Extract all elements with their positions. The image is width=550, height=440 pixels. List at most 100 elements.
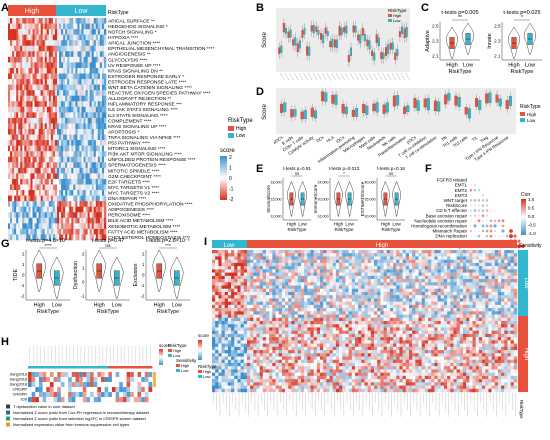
i-heat-cell xyxy=(510,282,515,286)
i-heat-cell xyxy=(272,288,276,293)
a-heat-cell xyxy=(71,79,74,85)
i-heat-cell xyxy=(259,279,264,283)
h-heat-cell xyxy=(64,376,69,383)
a-heat-cell xyxy=(103,173,107,180)
i-heat-cell xyxy=(348,275,353,280)
i-heat-cell xyxy=(246,275,251,280)
i-heat-cell xyxy=(326,262,330,267)
h-heat-cell xyxy=(115,371,120,378)
i-heat-cell xyxy=(275,262,279,267)
i-heat-cell xyxy=(437,295,441,299)
a-heat-cell xyxy=(54,140,58,146)
a-heat-cell xyxy=(34,79,37,85)
b-legend-high-swatch xyxy=(388,14,392,17)
a-heat-cell xyxy=(97,162,101,169)
a-heat-cell xyxy=(79,129,82,135)
i-heat-cell xyxy=(440,269,445,273)
a-heat-cell xyxy=(97,73,101,80)
a-heat-cell xyxy=(20,123,23,130)
a-heat-cell xyxy=(14,51,17,58)
i-heat-cell xyxy=(504,301,508,306)
i-heat-cell xyxy=(418,272,422,277)
a-heat-cell xyxy=(38,223,41,230)
i-heat-cell xyxy=(259,259,264,264)
i-heat-cell xyxy=(418,275,422,280)
i-heat-cell xyxy=(437,291,441,296)
i-heat-cell xyxy=(482,295,486,299)
a-heat-cell xyxy=(32,151,35,158)
i-heat-cell xyxy=(345,272,349,277)
a-heat-cell xyxy=(87,234,90,241)
a-heat-cell xyxy=(48,212,52,219)
i-heat-cell xyxy=(240,308,245,312)
a-heat-cell xyxy=(50,90,54,96)
i-heat-cell xyxy=(348,308,353,312)
i-heat-cell xyxy=(415,269,419,273)
h-heat-cell xyxy=(148,386,153,393)
a-heat-cell xyxy=(99,167,103,174)
i-heat-cell xyxy=(424,269,429,273)
a-heat-cell xyxy=(32,156,35,163)
i-heat-cell xyxy=(462,304,467,309)
a-heat-cell xyxy=(26,145,29,152)
i-heat-cell xyxy=(370,285,375,289)
a-heat-cell xyxy=(48,228,52,235)
i-heat-cell xyxy=(469,295,473,299)
a-heat-cell xyxy=(77,206,80,213)
h-heat-cell xyxy=(38,396,43,403)
i-heat-cell xyxy=(342,279,346,283)
i-heat-cell xyxy=(415,259,419,264)
i-heat-cell xyxy=(259,272,264,277)
a-heat-cell xyxy=(85,145,88,152)
a-heat-cell xyxy=(73,123,76,130)
a-heat-cell xyxy=(52,56,56,63)
a-pathway-label: FATTY ACID METABOLISM **** xyxy=(108,229,178,235)
a-heat-cell xyxy=(85,156,88,163)
i-heat-cell xyxy=(466,317,470,322)
a-heat-cell xyxy=(87,156,90,163)
a-heat-cell xyxy=(12,206,15,213)
i-heat-cell xyxy=(294,295,299,299)
a-heat-cell xyxy=(59,84,62,91)
i-heat-cell xyxy=(300,253,305,257)
f-corr-dot xyxy=(485,199,489,202)
i-heat-cell xyxy=(246,314,251,319)
i-heat-cell xyxy=(513,304,518,309)
a-heat-cell xyxy=(93,34,97,41)
i-heat-cell xyxy=(234,269,238,273)
a-heat-cell xyxy=(48,45,52,52)
a-heat-cell xyxy=(65,40,68,47)
i-heat-cell xyxy=(288,321,292,325)
i-heat-cell xyxy=(348,298,353,302)
a-heat-cell xyxy=(28,51,31,58)
h-heat-cell xyxy=(27,381,32,388)
i-heat-cell xyxy=(342,272,346,277)
i-heat-cell xyxy=(351,298,356,302)
i-heat-cell xyxy=(335,308,340,312)
i-heat-cell xyxy=(339,256,343,260)
i-heat-cell xyxy=(364,266,368,270)
a-heat-cell xyxy=(28,23,31,30)
a-heat-cell xyxy=(73,18,76,24)
i-heat-cell xyxy=(450,256,454,260)
a-heat-cell xyxy=(44,34,48,41)
i-heat-cell xyxy=(453,262,457,267)
i-heat-cell xyxy=(478,282,483,286)
a-heat-cell xyxy=(44,228,48,235)
i-heat-cell xyxy=(459,314,464,319)
a-heat-cell xyxy=(34,18,37,24)
i-heat-cell xyxy=(456,291,461,296)
b-boxplots xyxy=(278,18,410,81)
a-heat-cell xyxy=(97,101,101,108)
a-heat-cell xyxy=(73,62,76,69)
i-heat-cell xyxy=(393,272,397,277)
h-heat-cell xyxy=(71,376,76,383)
i-heat-cell xyxy=(240,282,245,286)
a-heat-cell xyxy=(83,223,86,230)
i-heat-cell xyxy=(335,253,340,257)
i-heat-cell xyxy=(428,285,432,289)
G-sig: *** xyxy=(165,243,171,249)
a-heat-cell xyxy=(71,84,74,91)
i-heat-cell xyxy=(224,259,229,264)
i-heat-cell xyxy=(348,272,353,277)
